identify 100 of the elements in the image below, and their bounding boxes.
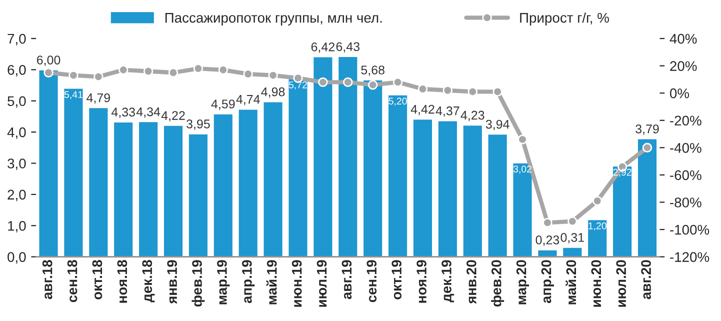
point [442,86,453,96]
point [468,86,478,97]
bar [462,124,484,257]
x-tick-label: мар.19 [217,260,230,304]
legend-label: Пассажиропоток группы, млн чел. [165,13,382,26]
data-label: 3,95 [186,120,210,130]
point [418,84,428,94]
data-label: 5,20 [388,98,407,106]
bar [612,165,633,257]
point [218,65,228,75]
data-label: 4,42 [410,104,434,116]
data-label: 6,43 [336,42,360,53]
y-tick-label: 1,0 [8,220,26,232]
data-label: 5,68 [361,66,384,76]
point [243,69,253,79]
point [343,77,353,88]
data-label: 3,79 [636,124,659,135]
x-tick-label: май.19 [266,260,277,304]
x-tick-label: мар.20 [516,260,529,304]
x-tick-label: июн.20 [591,260,602,307]
x-tick-label: ноя.19 [416,260,426,303]
bar [88,106,110,257]
point [143,66,154,76]
bar [112,121,134,257]
bar [212,112,234,257]
x-tick-label: авг.18 [42,260,52,300]
y2-tick-label: -100% [670,224,710,235]
y-tick-label: 2,0 [8,190,26,202]
data-label: 3,94 [486,120,510,130]
bar [636,138,658,257]
data-label: 0,31 [560,233,584,244]
data-label: 6,42 [311,42,334,53]
y-tick-label: 4,0 [7,127,26,139]
data-label: 4,79 [86,93,110,104]
point [118,65,128,75]
y-tick-label: 0,0 [8,252,26,264]
x-tick-label: янв.20 [466,260,476,304]
x-tick-label: сен.18 [67,260,78,302]
x-tick-label: апр.20 [541,260,554,304]
data-label: 4,33 [111,108,135,118]
data-label: 0,23 [536,236,560,246]
bar [262,100,284,257]
y2-tick-label: 0% [670,88,690,98]
bar [512,162,534,257]
x-tick-label: окт.18 [92,260,102,300]
bar [162,124,184,257]
data-label: 4,23 [460,110,484,122]
bar [586,218,608,257]
y2-tick-label: -60% [670,170,702,180]
x-tick-label: июн.19 [292,260,302,307]
x-tick-label: июл.19 [316,260,327,307]
x-tick-label: сен.19 [366,260,377,302]
y-tick-label: 3,0 [8,158,26,170]
point [592,196,602,206]
bar [436,120,458,257]
point [193,64,204,74]
data-label: 6,00 [36,56,60,66]
point [168,68,178,78]
x-tick-label: фев.20 [491,260,504,307]
x-tick-label: апр.19 [242,260,255,304]
data-label: 1,20 [588,222,606,230]
data-label: 4,34 [136,107,160,118]
point [542,218,552,228]
data-label: 4,37 [436,106,460,117]
bar [38,69,60,257]
y2-tick-label: 40% [670,34,697,44]
point [392,77,403,88]
point [518,134,528,144]
bar [412,118,434,257]
bar [337,56,359,257]
point [94,72,104,82]
point [368,80,378,90]
y-tick-label: 7,0 [8,34,26,46]
point [318,77,328,88]
y2-tick-label: -20% [670,116,702,126]
point [268,70,278,80]
data-label: 4,98 [261,87,285,98]
data-label: 5,41 [64,91,82,100]
x-tick-label: май.20 [566,260,576,304]
point [44,68,54,78]
point [642,142,652,153]
point [492,86,502,97]
x-tick-label: авг.19 [342,260,352,300]
bar [62,87,84,257]
y2-tick-label: -40% [670,142,702,153]
x-tick-label: дек.19 [442,260,454,302]
point [68,70,78,80]
x-tick-label: авг.20 [641,260,651,300]
data-label: 4,74 [236,95,260,106]
point [568,216,578,226]
bar [486,133,508,257]
bar [387,94,408,257]
x-tick-label: янв.19 [167,260,177,304]
y-tick-label: 6,0 [8,65,26,77]
y2-tick-label: 20% [670,61,697,71]
data-label: 4,59 [211,100,235,110]
legend-label: Прирост г/г, % [520,12,609,26]
bar [287,78,309,257]
bar [138,120,159,257]
data-label: 4,22 [161,111,185,122]
